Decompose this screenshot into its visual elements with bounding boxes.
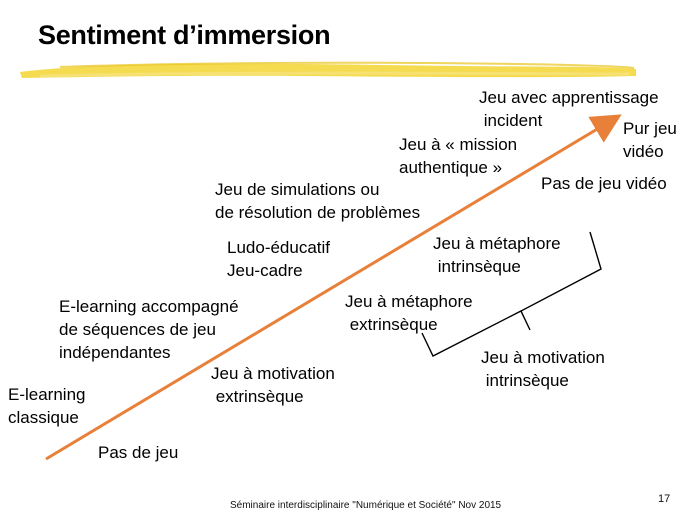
label-motivation-extrinseque: Jeu à motivation extrinsèque (211, 364, 335, 406)
label-pur-jeu-video: Pur jeu vidéo (623, 119, 677, 161)
label-jeu-simulations: Jeu de simulations ou de résolution de p… (215, 180, 421, 222)
label-ludo-educatif: Ludo-éducatif Jeu-cadre (227, 238, 331, 280)
label-pas-de-jeu-video: Pas de jeu vidéo (541, 174, 667, 193)
label-pas-de-jeu: Pas de jeu (98, 443, 179, 462)
immersion-arrow (45, 114, 622, 461)
label-metaphore-intrinseque: Jeu à métaphore intrinsèque (433, 234, 561, 276)
label-motivation-intrinseque: Jeu à motivation intrinsèque (481, 348, 605, 390)
page-number: 17 (658, 493, 671, 505)
title-underline-brush (20, 61, 636, 78)
label-apprentissage-incident: Jeu avec apprentissage incident (479, 88, 659, 130)
slide-footer: Séminaire interdisciplinaire "Numérique … (230, 500, 502, 511)
label-metaphore-extrinseque: Jeu à métaphore extrinsèque (345, 292, 473, 334)
grouping-brace (421, 231, 602, 357)
slide-title: Sentiment d’immersion (38, 20, 331, 50)
label-mission-authentique: Jeu à « mission authentique » (399, 135, 518, 177)
label-elearning-classique: E-learning classique (8, 385, 86, 427)
label-elearning-accompagne: E-learning accompagné de séquences de je… (59, 297, 239, 362)
